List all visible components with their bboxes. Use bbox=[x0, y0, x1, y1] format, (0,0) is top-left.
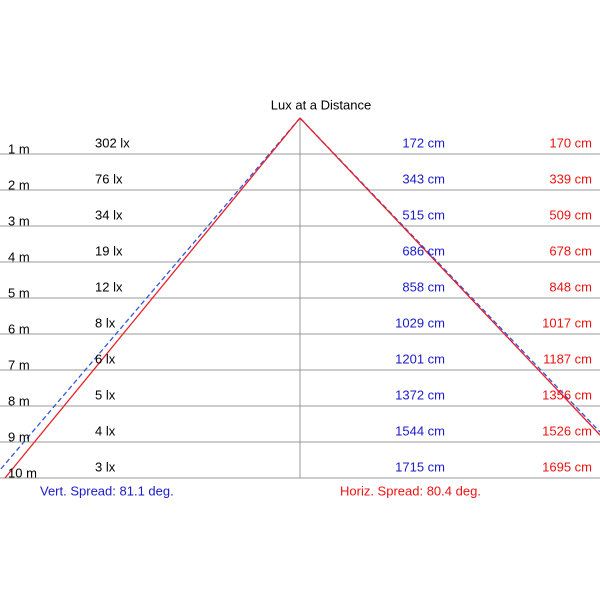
lux-label: 34 lx bbox=[95, 207, 123, 222]
vertical-spread: Vert. Spread: 81.1 deg. bbox=[40, 483, 174, 498]
lux-label: 8 lx bbox=[95, 315, 116, 330]
distance-label: 1 m bbox=[8, 141, 30, 156]
distance-label: 7 m bbox=[8, 357, 30, 372]
horizontal-size: 1017 cm bbox=[542, 315, 592, 330]
distance-label: 3 m bbox=[8, 213, 30, 228]
lux-label: 3 lx bbox=[95, 459, 116, 474]
lux-label: 12 lx bbox=[95, 279, 123, 294]
distance-label: 10 m bbox=[8, 465, 37, 480]
vertical-size: 858 cm bbox=[402, 279, 445, 294]
horizontal-size: 170 cm bbox=[549, 135, 592, 150]
lux-label: 19 lx bbox=[95, 243, 123, 258]
horizontal-size: 339 cm bbox=[549, 171, 592, 186]
vertical-beam-left bbox=[0, 117, 301, 471]
lux-label: 6 lx bbox=[95, 351, 116, 366]
horizontal-spread: Horiz. Spread: 80.4 deg. bbox=[340, 483, 481, 498]
vertical-size: 343 cm bbox=[402, 171, 445, 186]
vertical-size: 1029 cm bbox=[395, 315, 445, 330]
vertical-size: 1544 cm bbox=[395, 423, 445, 438]
vertical-size: 515 cm bbox=[402, 207, 445, 222]
horizontal-size: 1526 cm bbox=[542, 423, 592, 438]
distance-label: 2 m bbox=[8, 177, 30, 192]
vertical-size: 686 cm bbox=[402, 243, 445, 258]
lux-label: 76 lx bbox=[95, 171, 123, 186]
distance-label: 5 m bbox=[8, 285, 30, 300]
horizontal-size: 1187 cm bbox=[543, 351, 592, 366]
horizontal-size: 848 cm bbox=[549, 279, 592, 294]
vertical-size: 1372 cm bbox=[395, 387, 445, 402]
vertical-size: 172 cm bbox=[402, 135, 445, 150]
rows: 1 m 302 lx 172 cm 170 cm 2 m 76 lx 343 cm 339 c… bbox=[8, 135, 592, 480]
distance-label: 9 m bbox=[8, 429, 30, 444]
horizontal-size: 509 cm bbox=[549, 207, 592, 222]
horizontal-beam-left bbox=[4, 117, 301, 479]
lux-label: 302 lx bbox=[95, 135, 130, 150]
distance-label: 8 m bbox=[8, 393, 30, 408]
vertical-size: 1201 cm bbox=[395, 351, 445, 366]
title: Lux at a Distance bbox=[271, 97, 371, 112]
lux-label: 5 lx bbox=[95, 387, 116, 402]
horizontal-size: 678 cm bbox=[549, 243, 592, 258]
vertical-size: 1715 cm bbox=[395, 459, 445, 474]
horizontal-size: 1356 cm bbox=[542, 387, 592, 402]
lux-label: 4 lx bbox=[95, 423, 116, 438]
distance-label: 6 m bbox=[8, 321, 30, 336]
horizontal-beam-right bbox=[299, 117, 600, 436]
distance-label: 4 m bbox=[8, 249, 30, 264]
horizontal-size: 1695 cm bbox=[542, 459, 592, 474]
